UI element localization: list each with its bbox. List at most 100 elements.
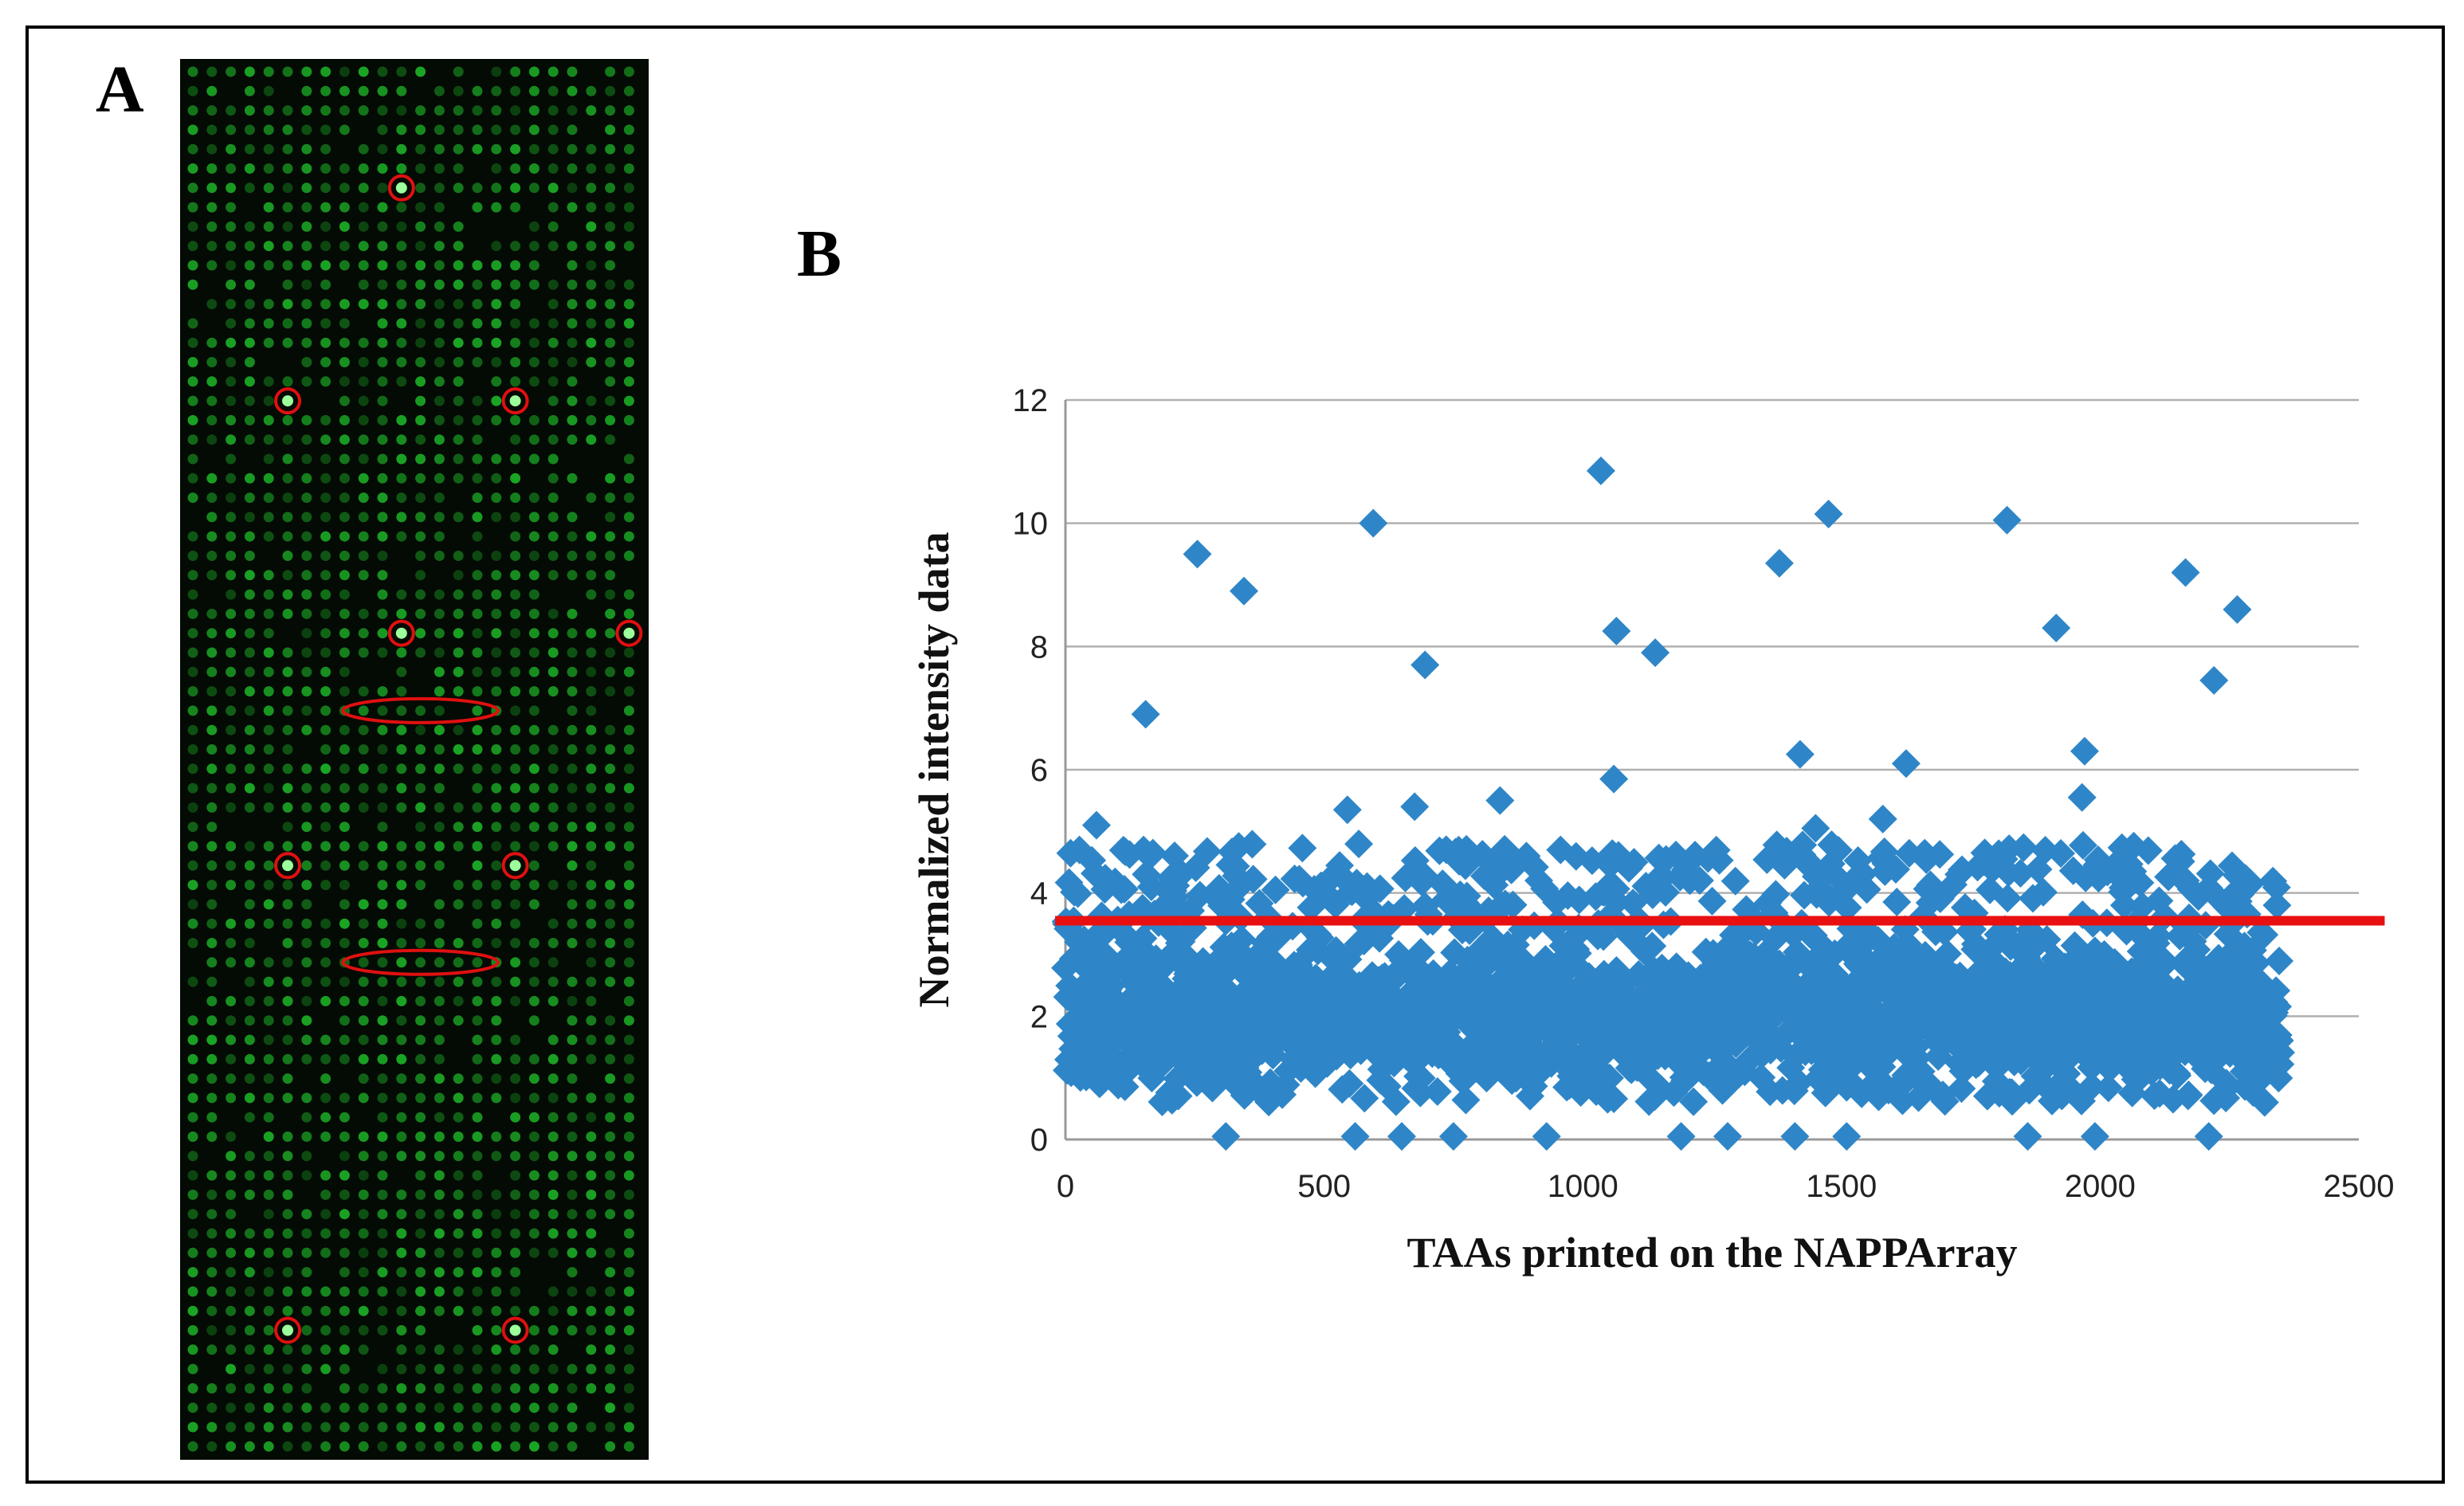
array-spot: [339, 822, 350, 833]
array-spot: [605, 1073, 616, 1084]
array-spot: [396, 1286, 407, 1297]
array-spot: [226, 1441, 237, 1452]
array-spot: [491, 143, 502, 155]
array-spot: [244, 1344, 255, 1355]
array-spot: [453, 279, 464, 290]
marked-spot-circle: [274, 1316, 301, 1344]
array-spot: [301, 860, 312, 871]
array-spot: [586, 357, 597, 367]
array-spot: [320, 163, 332, 174]
array-spot: [567, 163, 578, 174]
array-spot: [301, 1286, 312, 1297]
array-spot: [415, 1344, 426, 1355]
array-spot: [358, 414, 369, 426]
array-spot: [282, 608, 293, 619]
data-point-outlier: [1814, 500, 1843, 529]
array-spot: [434, 686, 445, 697]
array-spot: [339, 85, 350, 96]
array-spot: [528, 1344, 539, 1355]
array-spot: [528, 434, 539, 445]
array-spot: [623, 85, 634, 96]
array-spot: [377, 221, 388, 232]
array-spot: [301, 376, 312, 387]
array-spot: [623, 531, 634, 542]
array-spot: [453, 570, 464, 581]
array-spot: [263, 1247, 274, 1258]
array-spot: [301, 202, 312, 213]
array-spot: [301, 318, 312, 329]
array-spot: [377, 337, 388, 348]
array-spot: [472, 705, 483, 716]
array-spot: [491, 822, 502, 833]
array-spot: [472, 1402, 483, 1414]
array-spot: [453, 376, 464, 387]
array-spot: [282, 337, 293, 348]
array-spot: [226, 279, 237, 290]
array-spot: [472, 453, 483, 465]
array-spot: [301, 260, 312, 271]
array-spot: [358, 1325, 369, 1335]
array-spot: [586, 1228, 597, 1239]
array-spot: [358, 163, 369, 174]
array-spot: [472, 1344, 483, 1355]
array-spot: [301, 1267, 312, 1278]
array-spot: [547, 1402, 559, 1414]
array-spot: [528, 512, 539, 523]
array-spot: [547, 628, 559, 639]
array-spot: [547, 453, 559, 465]
array-spot: [244, 589, 255, 600]
array-spot: [547, 782, 559, 794]
array-spot: [263, 802, 274, 813]
array-spot: [377, 241, 388, 252]
array-spot: [206, 492, 218, 504]
array-spot: [547, 1073, 559, 1084]
array-spot: [567, 1112, 578, 1123]
array-spot: [623, 1441, 634, 1452]
array-spot: [358, 1344, 369, 1355]
array-spot: [396, 686, 407, 697]
array-spot: [320, 1170, 332, 1181]
data-point: [1553, 880, 1583, 910]
array-spot: [358, 957, 369, 968]
array-spot: [472, 124, 483, 135]
array-spot: [453, 744, 464, 755]
array-spot: [206, 241, 218, 252]
array-spot: [339, 880, 350, 891]
array-spot: [263, 1228, 274, 1239]
array-spot: [244, 1112, 255, 1123]
array-spot: [434, 395, 445, 406]
array-spot: [491, 782, 502, 794]
array-spot: [187, 1344, 198, 1355]
array-spot: [528, 1305, 539, 1316]
array-spot: [282, 589, 293, 600]
array-spot: [226, 589, 237, 600]
array-spot: [472, 976, 483, 987]
array-spot: [472, 763, 483, 775]
array-spot: [528, 899, 539, 910]
array-spot: [263, 473, 274, 484]
array-spot: [396, 1092, 407, 1104]
data-point: [1795, 849, 1825, 879]
array-spot: [472, 822, 483, 833]
array-spot: [547, 434, 559, 445]
array-spot: [263, 1267, 274, 1278]
data-point: [1646, 1074, 1676, 1104]
data-point: [2006, 859, 2035, 888]
array-spot: [358, 647, 369, 658]
data-point-outlier: [1438, 1122, 1468, 1151]
array-spot: [605, 628, 616, 639]
array-spot: [206, 1112, 218, 1123]
array-spot: [187, 918, 198, 929]
array-spot: [491, 260, 502, 271]
array-spot: [187, 1053, 198, 1065]
data-point: [2204, 943, 2234, 973]
array-spot: [206, 299, 218, 310]
array-spot: [472, 666, 483, 677]
array-spot: [226, 860, 237, 871]
array-spot: [263, 1325, 274, 1335]
data-point: [1925, 840, 1955, 869]
array-spot: [377, 357, 388, 367]
array-spot: [358, 1382, 369, 1394]
array-spot: [510, 995, 521, 1006]
array-spot: [605, 163, 616, 174]
